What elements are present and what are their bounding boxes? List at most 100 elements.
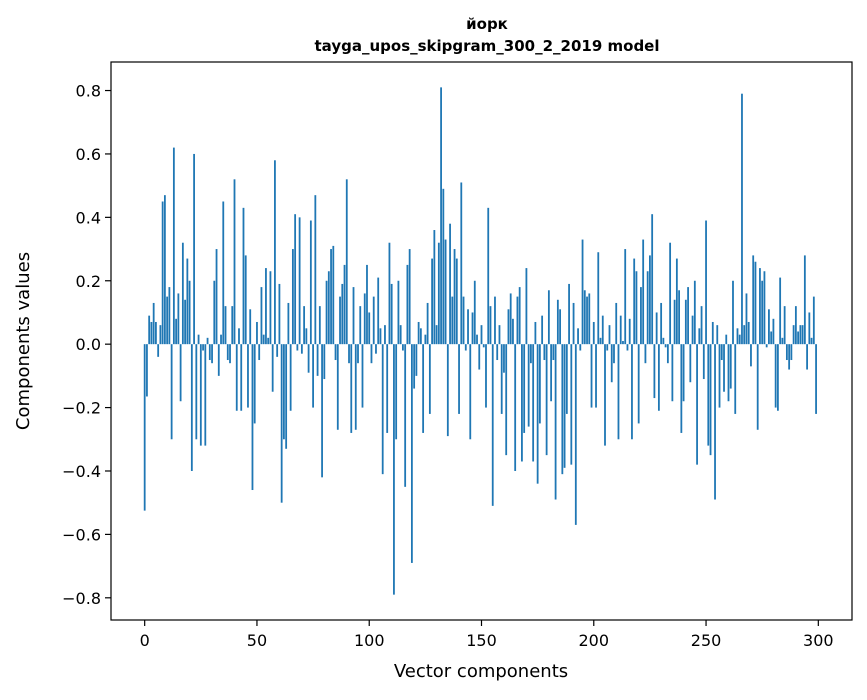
bar-259 xyxy=(725,334,728,345)
bar-189 xyxy=(568,283,570,345)
x-tick-label-150: 150 xyxy=(466,631,497,650)
bar-183 xyxy=(554,344,557,500)
bar-285 xyxy=(783,306,786,345)
bar-75 xyxy=(312,344,314,408)
bar-105 xyxy=(379,328,382,345)
bar-131 xyxy=(437,242,440,345)
bar-214 xyxy=(624,249,627,345)
bar-145 xyxy=(469,344,472,440)
bar-125 xyxy=(424,334,427,345)
bar-107 xyxy=(384,325,386,345)
bar-230 xyxy=(660,302,663,345)
bar-295 xyxy=(806,344,808,370)
bar-73 xyxy=(307,344,310,373)
bar-28 xyxy=(206,337,209,345)
bar-187 xyxy=(563,344,566,468)
bar-87 xyxy=(339,296,341,345)
bar-80 xyxy=(323,344,326,380)
bar-298 xyxy=(812,296,815,345)
bar-185 xyxy=(559,309,561,345)
bar-168 xyxy=(521,344,523,462)
bar-42 xyxy=(238,328,240,345)
bar-147 xyxy=(473,280,476,345)
bar-236 xyxy=(673,299,676,345)
bar-184 xyxy=(556,299,559,345)
bar-297 xyxy=(810,337,813,345)
bar-164 xyxy=(512,318,514,345)
bar-127 xyxy=(428,344,431,414)
bar-224 xyxy=(646,271,649,345)
y-tick-label-2: −0.4 xyxy=(62,462,101,481)
bar-53 xyxy=(262,334,265,345)
bar-235 xyxy=(671,344,674,402)
bar-247 xyxy=(698,328,701,345)
bar-12 xyxy=(170,344,173,440)
bar-193 xyxy=(577,328,579,345)
bar-138 xyxy=(453,249,456,345)
bar-245 xyxy=(693,280,696,345)
bar-293 xyxy=(801,325,804,345)
bar-208 xyxy=(610,344,613,383)
y-axis-label: Components values xyxy=(13,252,34,430)
bar-24 xyxy=(197,334,200,345)
bar-54 xyxy=(265,268,267,345)
bar-90 xyxy=(345,179,348,345)
bar-4 xyxy=(152,302,155,345)
bar-150 xyxy=(480,325,483,345)
bar-58 xyxy=(274,160,276,345)
bar-176 xyxy=(538,344,541,424)
bar-46 xyxy=(247,344,249,408)
bar-2 xyxy=(148,315,151,345)
bar-273 xyxy=(756,344,759,430)
bar-254 xyxy=(714,344,716,500)
x-tick-label-100: 100 xyxy=(354,631,385,650)
bar-154 xyxy=(489,306,492,345)
bar-142 xyxy=(462,296,465,345)
bar-146 xyxy=(471,312,474,345)
bar-210 xyxy=(615,302,618,345)
bar-287 xyxy=(788,344,791,370)
bar-136 xyxy=(449,223,451,345)
bar-153 xyxy=(487,207,490,345)
bar-139 xyxy=(455,258,458,345)
bar-223 xyxy=(644,344,647,364)
bar-290 xyxy=(794,306,797,345)
bar-37 xyxy=(226,344,229,361)
bar-99 xyxy=(366,264,368,345)
bar-243 xyxy=(689,344,692,383)
bar-60 xyxy=(278,283,281,345)
bar-70 xyxy=(300,344,303,354)
bar-38 xyxy=(229,344,231,364)
bar-157 xyxy=(496,344,499,361)
bar-17 xyxy=(181,242,184,345)
bar-27 xyxy=(204,344,207,446)
bar-232 xyxy=(664,344,667,348)
bar-276 xyxy=(763,271,766,345)
bar-109 xyxy=(388,242,391,345)
bar-283 xyxy=(779,277,782,345)
bar-200 xyxy=(592,321,595,345)
bar-288 xyxy=(790,344,793,361)
bar-188 xyxy=(565,344,568,414)
bar-65 xyxy=(289,344,292,411)
bar-63 xyxy=(285,344,288,449)
bar-77 xyxy=(316,344,319,376)
bar-248 xyxy=(700,306,703,345)
bar-102 xyxy=(372,296,375,345)
bar-280 xyxy=(772,318,775,345)
bar-45 xyxy=(244,255,247,345)
bar-117 xyxy=(406,264,409,345)
bar-0 xyxy=(143,344,146,511)
bar-7 xyxy=(159,325,162,345)
y-tick-label-1: −0.6 xyxy=(62,525,101,544)
bar-119 xyxy=(410,344,413,563)
bar-47 xyxy=(249,309,252,345)
bar-175 xyxy=(536,344,539,484)
bar-11 xyxy=(168,287,171,345)
bar-78 xyxy=(318,306,321,345)
bar-216 xyxy=(628,318,631,345)
bar-8 xyxy=(161,201,164,345)
bar-20 xyxy=(188,280,191,345)
bar-180 xyxy=(547,290,550,345)
bar-256 xyxy=(718,344,721,408)
